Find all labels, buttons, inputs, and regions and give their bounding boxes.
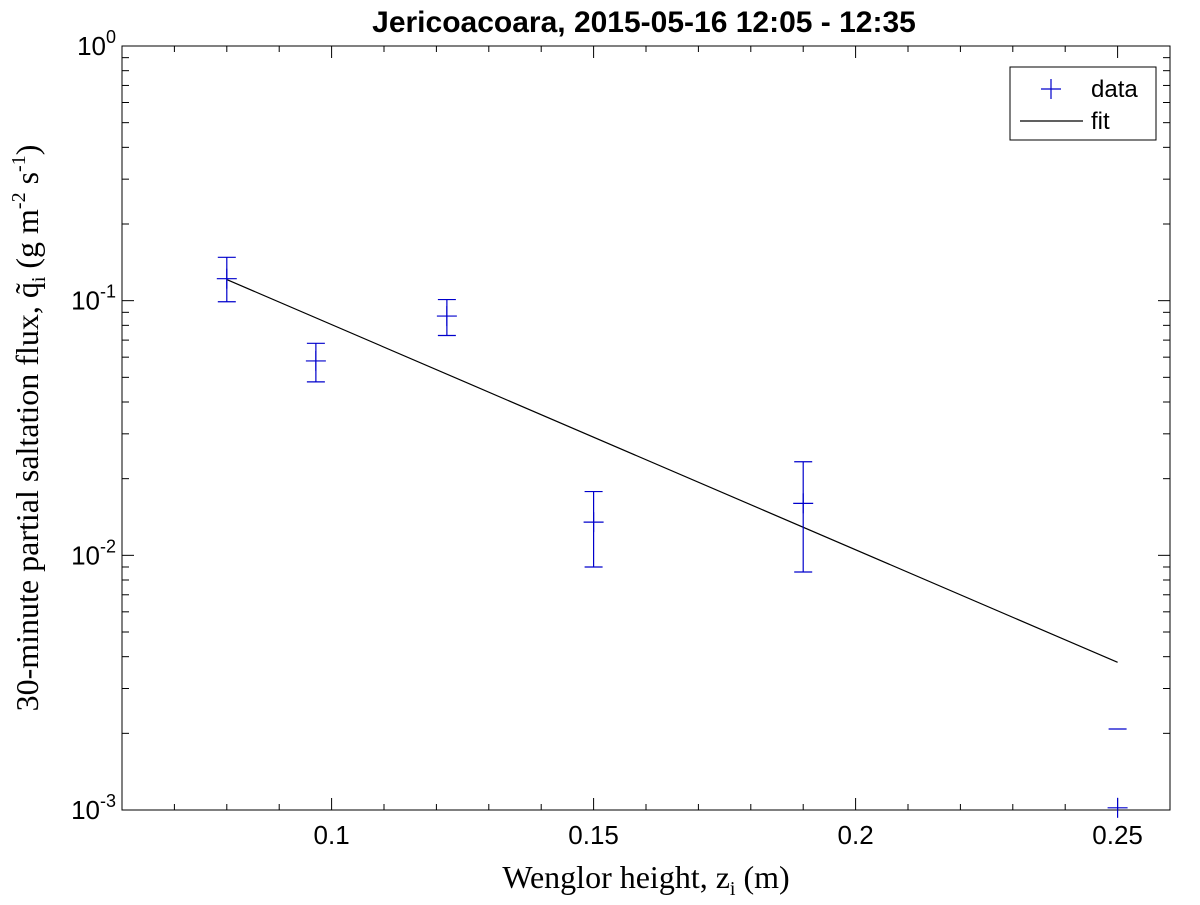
legend-box (1009, 66, 1157, 141)
data-layer (216, 256, 1128, 818)
legend: data fit (1009, 66, 1157, 141)
data-point (436, 298, 457, 337)
y-tick-label: 10-3 (71, 791, 116, 825)
data-point (793, 461, 814, 573)
y-axis-label: 30-minute partial saltation flux, q̃i​ (… (8, 145, 50, 712)
data-point (305, 342, 326, 383)
axes-layer: 0.1 0.15 0.2 0.25 10-3 10-2 10-1 100 (71, 27, 1171, 850)
y-tick-label: 10-1 (71, 282, 116, 316)
data-point (216, 256, 237, 303)
axis-labels: Wenglor height, zi​ (m) 30-minute partial… (8, 145, 790, 900)
plot-frame (121, 45, 1171, 811)
y-tick-label: 10-2 (71, 536, 116, 570)
data-point (1107, 728, 1128, 818)
x-tick-label: 0.1 (314, 820, 350, 850)
x-axis-label: Wenglor height, zi​ (m) (502, 859, 789, 900)
x-tick-label: 0.2 (838, 820, 874, 850)
x-tick-label: 0.15 (568, 820, 619, 850)
fit-layer (226, 279, 1118, 663)
legend-label-data: data (1091, 76, 1138, 103)
fit-line (226, 279, 1118, 663)
chart-title: Jericoacoara, 2015-05-16 12:05 - 12:35 (372, 6, 916, 39)
legend-label-fit: fit (1091, 108, 1110, 135)
x-tick-label: 0.25 (1092, 820, 1143, 850)
data-point (583, 490, 604, 568)
y-tick-label: 100 (77, 27, 116, 61)
